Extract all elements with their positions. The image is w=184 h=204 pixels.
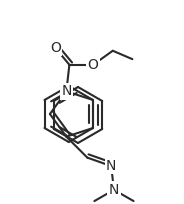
- Text: N: N: [61, 84, 72, 98]
- Text: O: O: [88, 58, 99, 72]
- Text: N: N: [106, 159, 116, 173]
- Text: O: O: [50, 41, 61, 55]
- Text: N: N: [109, 183, 119, 197]
